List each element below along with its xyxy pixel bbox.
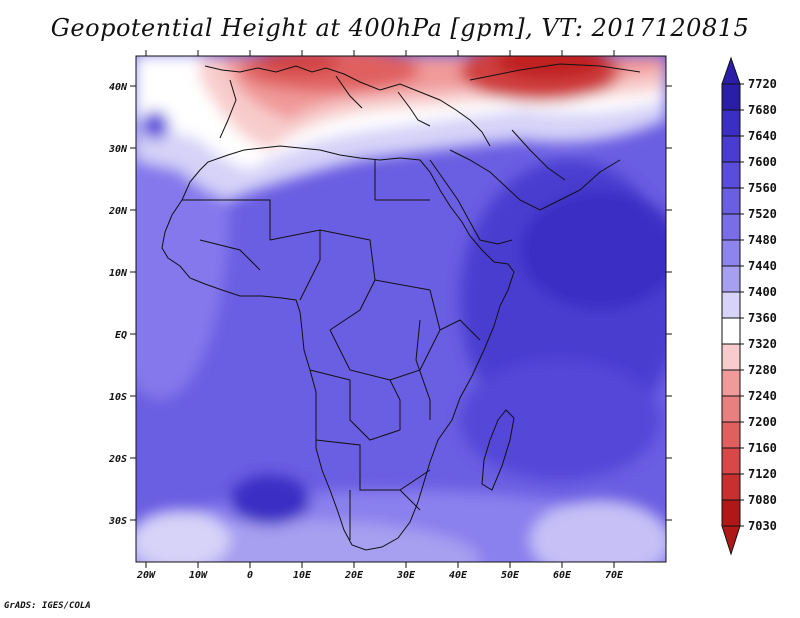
colorbar-bottom-arrow [721, 525, 741, 556]
colorbar-label: 7120 [748, 467, 777, 481]
lon-tick-label: 30E [396, 570, 416, 581]
lon-tick-label: 20W [136, 570, 156, 581]
colorbar-swatch [721, 239, 741, 267]
colorbar-label: 7440 [748, 259, 777, 273]
colorbar-label: 7600 [748, 155, 777, 169]
lat-tick-label: 30N [108, 144, 128, 155]
colorbar-label: 7560 [748, 181, 777, 195]
colorbar-swatch [721, 369, 741, 397]
colorbar-swatch [721, 187, 741, 215]
colorbar-swatch [721, 499, 741, 527]
colorbar-label: 7720 [748, 77, 777, 91]
colorbar-swatch [721, 395, 741, 423]
colorbar-label: 7480 [748, 233, 777, 247]
longitude-axis: 20W 10W 0 10E 20E 30E 40E 50E 60E 70E [136, 50, 624, 581]
colorbar-swatch [721, 135, 741, 163]
colorbar: 7720 7680 7640 7600 7560 7520 7480 7440 7400 7360… [721, 56, 777, 556]
colorbar-label: 7520 [748, 207, 777, 221]
colorbar-label: 7360 [748, 311, 777, 325]
lat-tick-label: 10S [109, 392, 127, 403]
colorbar-swatch [721, 83, 741, 111]
lon-tick-label: 0 [247, 570, 253, 581]
lat-tick-label: 20S [108, 454, 127, 465]
plot-frame [135, 55, 667, 563]
lat-tick-label: 10N [109, 268, 128, 279]
lon-tick-label: 10W [189, 570, 208, 581]
lat-tick-label: EQ [115, 330, 127, 341]
credit-label: GrADS: IGES/COLA [4, 601, 91, 611]
lon-tick-label: 10E [293, 570, 312, 581]
colorbar-swatch [721, 447, 741, 475]
colorbar-label: 7400 [748, 285, 777, 299]
colorbar-swatch [721, 473, 741, 501]
colorbar-label: 7680 [748, 103, 777, 117]
colorbar-label: 7640 [748, 129, 777, 143]
height-field [136, 56, 666, 562]
colorbar-top-arrow [721, 56, 741, 85]
colorbar-label: 7030 [748, 519, 777, 533]
latitude-axis: 40N 30N 20N 10N EQ 10S 20S 30S [108, 82, 672, 527]
colorbar-label: 7080 [748, 493, 777, 507]
colorbar-swatch [721, 161, 741, 189]
lon-tick-label: 20E [344, 570, 364, 581]
lon-tick-label: 50E [501, 570, 520, 581]
colorbar-label: 7200 [748, 415, 777, 429]
coastlines [161, 63, 641, 551]
colorbar-swatch [721, 109, 741, 137]
colorbar-swatch [721, 265, 741, 293]
colorbar-swatch [721, 317, 741, 345]
lat-tick-label: 20N [108, 206, 128, 217]
colorbar-label: 7320 [748, 337, 777, 351]
colorbar-swatch [721, 213, 741, 241]
colorbar-label: 7160 [748, 441, 777, 455]
lon-tick-label: 40E [449, 570, 468, 581]
lon-tick-label: 70E [605, 570, 624, 581]
lon-tick-label: 60E [553, 570, 572, 581]
lat-tick-label: 30S [108, 516, 127, 527]
lat-tick-label: 40N [109, 82, 128, 93]
colorbar-swatch [721, 421, 741, 449]
map-title: Geopotential Height at 400hPa [gpm], VT:… [50, 14, 750, 42]
colorbar-swatch [721, 343, 741, 371]
colorbar-label: 7280 [748, 363, 777, 377]
colorbar-swatch [721, 291, 741, 319]
colorbar-label: 7240 [748, 389, 777, 403]
